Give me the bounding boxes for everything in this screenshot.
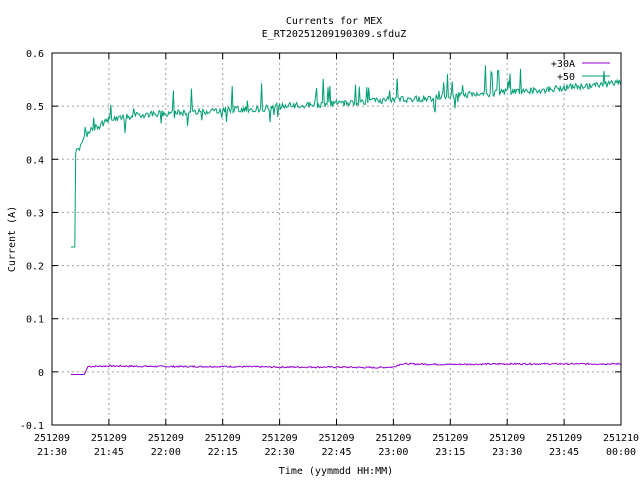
- y-tick-label: 0.1: [26, 315, 44, 326]
- legend-label: +30A: [551, 59, 575, 70]
- x-tick-label-time: 21:45: [94, 447, 124, 458]
- y-tick-label: -0.1: [20, 421, 44, 432]
- x-tick-label-date: 251209: [432, 433, 468, 444]
- x-tick-label-time: 23:00: [378, 447, 408, 458]
- x-tick-label-date: 251209: [34, 433, 70, 444]
- y-tick-label: 0.2: [26, 262, 44, 273]
- x-tick-label-date: 251209: [489, 433, 525, 444]
- x-tick-label-date: 251210: [603, 433, 639, 444]
- x-tick-label-date: 251209: [318, 433, 354, 444]
- y-tick-label: 0.3: [26, 208, 44, 219]
- y-axis-label: Current (A): [7, 206, 18, 272]
- legend-label: +50: [557, 72, 575, 83]
- y-tick-label: 0: [38, 368, 44, 379]
- x-tick-label-time: 22:00: [151, 447, 181, 458]
- series-line-plus30a: [71, 362, 622, 375]
- x-tick-label-time: 22:45: [321, 447, 351, 458]
- x-axis-label: Time (yymmdd HH:MM): [279, 466, 393, 477]
- x-tick-label-time: 23:30: [492, 447, 522, 458]
- chart-title: Currents for MEX: [286, 16, 382, 27]
- series-layer: [71, 65, 622, 375]
- x-tick-label-time: 23:15: [435, 447, 465, 458]
- x-tick-label-date: 251209: [148, 433, 184, 444]
- x-tick-label-date: 251209: [205, 433, 241, 444]
- y-tick-label: 0.4: [26, 155, 44, 166]
- x-tick-label-time: 22:15: [208, 447, 238, 458]
- y-tick-label: 0.6: [26, 49, 44, 60]
- x-tick-label-date: 251209: [375, 433, 411, 444]
- x-tick-label-time: 22:30: [265, 447, 295, 458]
- tick-marks: [51, 52, 622, 426]
- series-line-plus50: [71, 65, 622, 248]
- x-tick-label-date: 251209: [91, 433, 127, 444]
- x-tick-labels: 251209 21:30 251209 21:45 251209 22:00 251209 2…: [34, 433, 639, 458]
- x-tick-label-date: 251209: [262, 433, 298, 444]
- y-tick-label: 0.5: [26, 102, 44, 113]
- chart-subtitle: E_RT20251209190309.sfduZ: [262, 29, 407, 40]
- y-tick-labels: -0.1 0 0.1 0.2 0.3 0.4 0.5 0.6: [20, 49, 44, 432]
- x-tick-label-date: 251209: [546, 433, 582, 444]
- x-tick-label-time: 21:30: [37, 447, 67, 458]
- x-tick-label-time: 00:00: [606, 447, 636, 458]
- x-tick-label-time: 23:45: [549, 447, 579, 458]
- legend: +30A +50: [551, 59, 610, 83]
